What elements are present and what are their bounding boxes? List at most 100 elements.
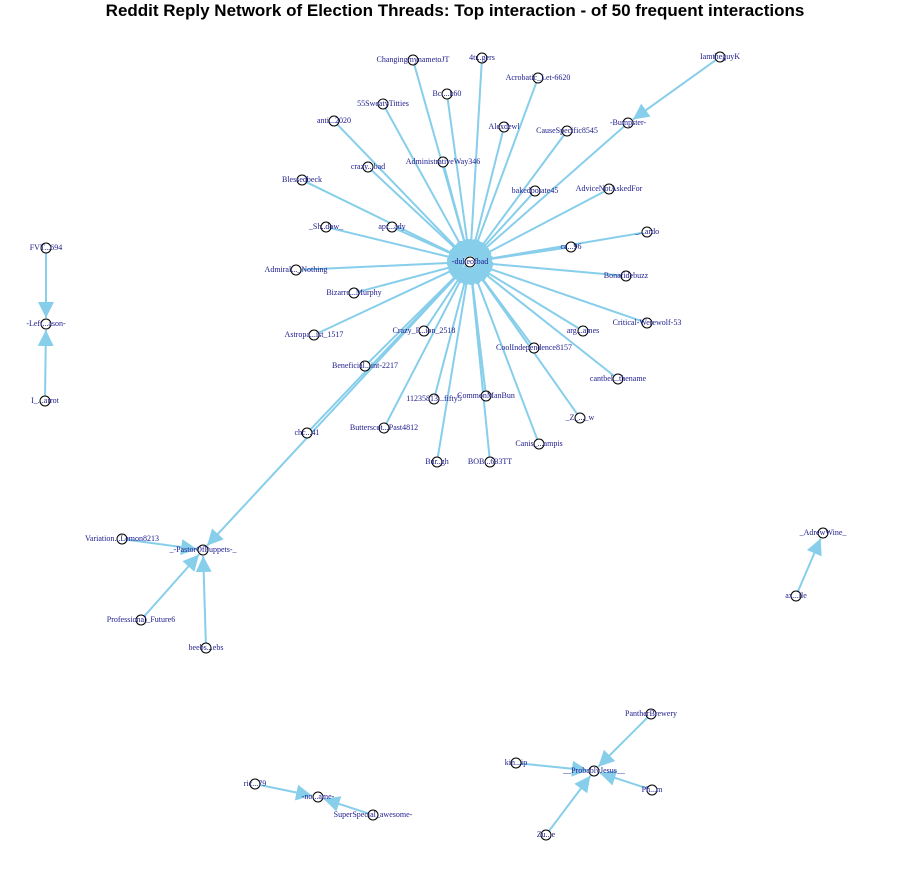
node-circle [249,778,261,790]
node-label: Variation...Lemon8213 [85,534,159,543]
node-label: Canis_...ampis [515,439,562,448]
node-ardo: _...ardo [634,226,659,238]
edge-beebs-to-pastor [195,555,212,644]
edge-iamtheg-to-bumper [632,59,717,121]
node-circle [39,395,51,407]
node-circle [431,456,443,468]
node-ph: Ph...m [642,784,663,796]
node-cant: cantbel...thename [590,373,647,385]
node-circle [378,422,390,434]
node-circle [714,51,726,63]
node-label: Crazy_P...ion_2518 [393,326,456,335]
edge-astro-to-hub [318,263,465,334]
node-circle [641,226,653,238]
node-circle [480,390,492,402]
node-circle [428,393,440,405]
node-label: __ProbablyJesus__ [562,766,626,775]
node-circle [40,242,52,254]
node-circle [200,642,212,654]
node-circle [197,544,209,556]
node-label: Bur..gh [425,457,449,466]
node-astro: Astropa...ist_1517 [285,329,344,341]
node-circle [533,438,545,450]
edge-butter-to-hub [385,266,469,425]
node-label: apr...ady [378,222,405,231]
node-coolind: CoolIndependence8157 [496,342,572,354]
node-circle [603,183,615,195]
node-label: Zu...e [537,830,556,839]
edge-panther-to-probably [597,716,649,768]
node-circle [565,241,577,253]
chart-title: Reddit Reply Network of Election Threads… [105,1,805,20]
node-label: PantherBrewery [625,709,677,718]
node-circle [308,329,320,341]
node-label: ChangingmynametoJT [377,55,450,64]
node-label: 55SweatyTitties [357,99,409,108]
node-antica: anti...2020 [317,115,351,127]
node-circle [301,427,313,439]
node-label: Acrobatic_Let-6620 [506,73,571,82]
node-label: -dukeofbad [452,257,488,266]
node-superspe: SuperSpecial_awesome- [334,809,413,821]
edges-layer [37,59,822,832]
edge-blessed-to-hub [306,181,466,261]
edge-iparrot-to-leftpason [37,329,54,397]
node-fvt: FVT...694 [30,242,62,254]
node-pastor: _-PastorOfPuppets-_ [168,544,238,556]
node-circle [574,412,586,424]
edge-cause-to-hub [472,134,565,258]
node-label: crazy...bad [351,162,385,171]
node-circle [135,614,147,626]
node-circle [790,590,802,602]
node-label: _-PastorOfPuppets-_ [168,545,237,554]
node-label: BOB...633TT [468,457,512,466]
node-iamtheg: IamtheguyK [700,51,740,63]
node-label: CauseSpecific8545 [536,126,598,135]
node-b60: Bc....k60 [433,88,461,100]
node-ax: ax...lle [785,590,807,602]
node-zu: Zu...e [537,829,556,841]
node-circle [377,98,389,110]
node-label: Professional_Future6 [107,615,175,624]
node-ric: ric...79 [244,778,266,790]
node-blessed: Blessedbeck [282,174,322,186]
node-label: _Z_..._w [565,413,595,422]
node-circle [407,54,419,66]
node-label: Blessedbeck [282,175,322,184]
node-label: IamtheguyK [700,52,740,61]
node-circle [484,456,496,468]
node-admiral: Admiral..._Nothing [265,264,327,276]
node-circle [386,221,398,233]
node-commonm: CommonManBun [457,390,515,402]
edge-bizarre-to-hub [358,259,465,293]
node-circle [359,360,371,372]
node-circle [817,527,829,539]
edge-superspe-to-noname [323,796,369,815]
edge-variation-to-pastor [126,538,198,555]
node-circle [367,809,379,821]
node-label: _AdrewWine_ [799,528,848,537]
node-circle [588,765,600,777]
edge-bonafide-to-hub [475,255,622,277]
node-circle [348,287,360,299]
node-circle [646,784,658,796]
node-circle [561,125,573,137]
edge-prof-to-pastor [143,553,200,617]
node-label: anti...2020 [317,116,351,125]
node-circle [620,270,632,282]
node-circle [464,256,476,268]
edge-ric-to-noname [259,784,313,801]
node-label: Astropa...ist_1517 [285,330,344,339]
node-crazyp: Crazy_P...ion_2518 [393,325,456,337]
edge-antica-to-hub [336,123,467,259]
node-label: 11235813...fifty5 [406,394,461,403]
node-advice: AdviceNotAskedFor [576,183,643,195]
node-critical: Critical-Werewolf-53 [613,317,681,329]
node-circle [641,317,653,329]
node-circle [528,342,540,354]
node-label: Bonafidebuzz [604,271,649,280]
node-label: _...ardo [634,227,659,236]
node-circle [116,533,128,545]
node-circle [441,88,453,100]
